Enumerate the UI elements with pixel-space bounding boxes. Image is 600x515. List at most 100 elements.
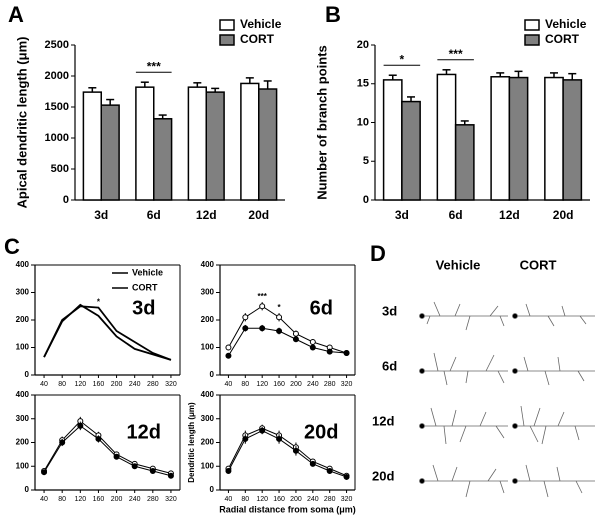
y-tick-label: 10 xyxy=(357,116,369,128)
y-tick-label: 400 xyxy=(201,390,215,399)
x-tick-label: 40 xyxy=(40,381,48,388)
x-tick-label: 120 xyxy=(74,496,86,503)
line xyxy=(43,425,172,477)
marker xyxy=(41,469,48,476)
y-tick-label: 100 xyxy=(201,343,215,352)
column-label: Vehicle xyxy=(436,257,481,272)
x-tick-label: 240 xyxy=(129,496,141,503)
y-tick-label: 400 xyxy=(16,260,30,269)
marker xyxy=(242,435,249,442)
marker xyxy=(343,350,350,356)
marker xyxy=(59,439,66,446)
y-tick-label: 1000 xyxy=(45,132,69,144)
x-tick-label: 6d xyxy=(449,208,463,222)
neuron xyxy=(419,301,508,331)
x-tick-label: 280 xyxy=(147,496,159,503)
marker xyxy=(225,352,232,359)
y-tick-label: 2000 xyxy=(45,70,69,82)
legend-swatch xyxy=(524,19,540,31)
row-label: 3d xyxy=(382,303,397,318)
significance-label: * xyxy=(97,298,101,307)
bar xyxy=(258,88,278,201)
panel-label: A xyxy=(8,2,24,27)
x-tick-label: 120 xyxy=(74,381,86,388)
legend-label: CORT xyxy=(132,282,158,292)
significance-label: *** xyxy=(258,292,268,301)
y-tick-label: 100 xyxy=(201,461,215,470)
marker xyxy=(113,453,120,460)
neuron xyxy=(512,405,595,445)
marker xyxy=(242,314,249,321)
y-tick-label: 15 xyxy=(357,78,369,90)
bar xyxy=(562,79,583,201)
row-label: 20d xyxy=(372,468,394,483)
marker xyxy=(309,460,316,467)
y-tick-label: 300 xyxy=(16,288,30,297)
x-tick-label: 3d xyxy=(94,208,108,222)
x-tick-label: 200 xyxy=(290,381,302,388)
y-tick-label: 1500 xyxy=(45,101,69,113)
bar xyxy=(508,76,529,201)
row-label: 6d xyxy=(382,358,397,373)
y-tick-label: 400 xyxy=(201,260,215,269)
legend-label: Vehicle xyxy=(545,17,587,31)
x-tick-label: 320 xyxy=(341,381,353,388)
x-tick-label: 20d xyxy=(248,208,269,222)
x-tick-label: 80 xyxy=(241,381,249,388)
bar xyxy=(240,82,260,201)
neuron xyxy=(512,303,595,327)
marker xyxy=(276,435,283,442)
bar xyxy=(382,79,403,201)
x-tick-label: 320 xyxy=(165,381,177,388)
legend-label: CORT xyxy=(240,32,275,46)
column-label: CORT xyxy=(520,257,557,272)
marker xyxy=(292,447,299,454)
neuron xyxy=(419,407,508,445)
marker xyxy=(276,328,283,334)
legend-label: Vehicle xyxy=(132,267,163,277)
legend-label: Vehicle xyxy=(240,17,282,31)
x-tick-label: 280 xyxy=(324,496,336,503)
chart-title: 12d xyxy=(127,421,161,443)
y-tick-label: 100 xyxy=(16,461,30,470)
marker xyxy=(343,473,350,480)
panel-label: C xyxy=(4,234,20,259)
marker xyxy=(167,472,174,479)
marker xyxy=(309,339,316,345)
y-axis-title: Apical dendritic length (μm) xyxy=(14,37,29,209)
x-tick-label: 20d xyxy=(553,208,574,222)
x-tick-label: 12d xyxy=(196,208,217,222)
panel-label: D xyxy=(370,241,386,266)
y-tick-label: 0 xyxy=(210,485,215,494)
y-tick-label: 300 xyxy=(201,414,215,423)
chart-title: 6d xyxy=(310,297,333,319)
legend-swatch xyxy=(219,19,235,31)
y-tick-label: 300 xyxy=(201,288,215,297)
marker xyxy=(77,422,84,429)
y-tick-label: 300 xyxy=(16,414,30,423)
y-axis-title: Number of branch points xyxy=(314,45,329,200)
marker xyxy=(292,336,299,343)
x-tick-label: 200 xyxy=(290,496,302,503)
bar xyxy=(153,118,173,201)
bar xyxy=(401,100,421,201)
y-tick-label: 200 xyxy=(16,315,30,324)
legend-label: CORT xyxy=(545,32,580,46)
chart-title: 20d xyxy=(304,421,338,443)
y-tick-label: 2500 xyxy=(45,39,69,51)
y-tick-label: 0 xyxy=(63,194,69,206)
chart-title: 3d xyxy=(132,297,155,319)
y-tick-label: 20 xyxy=(357,39,369,51)
marker xyxy=(326,348,333,355)
marker xyxy=(149,468,156,474)
y-tick-label: 500 xyxy=(51,163,69,175)
marker xyxy=(95,435,102,442)
marker xyxy=(259,303,266,310)
legend-swatch xyxy=(524,34,540,46)
x-tick-label: 240 xyxy=(307,381,319,388)
x-tick-label: 40 xyxy=(40,496,48,503)
line xyxy=(227,430,347,478)
bar xyxy=(187,86,207,201)
